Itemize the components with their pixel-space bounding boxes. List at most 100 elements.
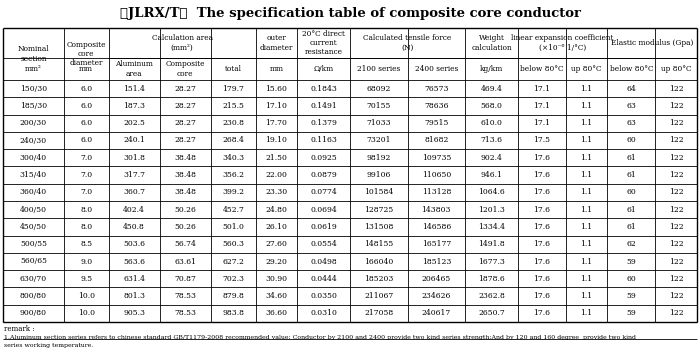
Text: 2400 series: 2400 series (414, 65, 458, 73)
Text: 70155: 70155 (367, 102, 391, 110)
Text: 17.1: 17.1 (533, 85, 550, 93)
Text: 17.6: 17.6 (533, 206, 550, 213)
Text: 1.1: 1.1 (580, 171, 593, 179)
Text: 17.6: 17.6 (533, 292, 550, 300)
Text: 1878.6: 1878.6 (478, 275, 505, 283)
Text: 17.6: 17.6 (533, 171, 550, 179)
Text: 879.8: 879.8 (223, 292, 244, 300)
Text: 60: 60 (626, 136, 636, 144)
Text: 166040: 166040 (364, 257, 393, 265)
Text: 1.1: 1.1 (580, 85, 593, 93)
Text: Calculated tensile force
(N): Calculated tensile force (N) (363, 35, 452, 51)
Text: below 80°C: below 80°C (520, 65, 564, 73)
Text: 71033: 71033 (367, 119, 391, 127)
Text: 902.4: 902.4 (481, 154, 503, 162)
Text: 17.6: 17.6 (533, 240, 550, 248)
Text: 713.6: 713.6 (480, 136, 503, 144)
Text: 17.10: 17.10 (265, 102, 288, 110)
Text: 60: 60 (626, 188, 636, 196)
Text: 1.1: 1.1 (580, 240, 593, 248)
Text: 62: 62 (626, 240, 636, 248)
Text: 60: 60 (626, 275, 636, 283)
Text: 38.48: 38.48 (174, 154, 196, 162)
Text: 59: 59 (626, 309, 636, 318)
Text: up 80°C: up 80°C (661, 65, 692, 73)
Text: mm²: mm² (25, 65, 42, 73)
Text: 150/30: 150/30 (20, 85, 47, 93)
Text: 340.3: 340.3 (222, 154, 244, 162)
Text: 28.27: 28.27 (174, 102, 196, 110)
Text: 627.2: 627.2 (223, 257, 244, 265)
Text: 450/50: 450/50 (20, 223, 47, 231)
Text: 0.0444: 0.0444 (310, 275, 337, 283)
Text: 7.0: 7.0 (80, 171, 92, 179)
Text: 900/80: 900/80 (20, 309, 47, 318)
Text: 301.8: 301.8 (123, 154, 145, 162)
Text: outer
diameter: outer diameter (260, 35, 293, 51)
Text: 1.1: 1.1 (580, 309, 593, 318)
Text: 1.1: 1.1 (580, 292, 593, 300)
Text: 1334.4: 1334.4 (478, 223, 505, 231)
Text: 6.0: 6.0 (80, 85, 92, 93)
Text: 17.6: 17.6 (533, 223, 550, 231)
Text: 68092: 68092 (367, 85, 391, 93)
Text: kg/km: kg/km (480, 65, 503, 73)
Text: 50.26: 50.26 (174, 206, 196, 213)
Text: 148155: 148155 (364, 240, 393, 248)
Text: 122: 122 (669, 154, 683, 162)
Text: Ω/km: Ω/km (314, 65, 334, 73)
Text: 99106: 99106 (367, 171, 391, 179)
Text: 122: 122 (669, 240, 683, 248)
Text: 185/30: 185/30 (20, 102, 47, 110)
Text: 26.10: 26.10 (265, 223, 288, 231)
Text: 7.0: 7.0 (80, 154, 92, 162)
Text: 0.0774: 0.0774 (310, 188, 337, 196)
Text: 17.1: 17.1 (533, 119, 550, 127)
Text: 22.00: 22.00 (265, 171, 288, 179)
Text: 240.1: 240.1 (123, 136, 145, 144)
Text: 503.6: 503.6 (123, 240, 145, 248)
Text: 1.1: 1.1 (580, 188, 593, 196)
Text: 905.3: 905.3 (123, 309, 145, 318)
Text: 983.8: 983.8 (223, 309, 244, 318)
Text: 610.0: 610.0 (481, 119, 503, 127)
Text: 230.8: 230.8 (223, 119, 244, 127)
Text: 360.7: 360.7 (123, 188, 145, 196)
Text: 122: 122 (669, 171, 683, 179)
Text: 17.1: 17.1 (533, 102, 550, 110)
Text: 113128: 113128 (421, 188, 451, 196)
Text: 179.7: 179.7 (223, 85, 244, 93)
Text: 146586: 146586 (421, 223, 451, 231)
Text: 9.5: 9.5 (80, 275, 92, 283)
Text: 79515: 79515 (424, 119, 449, 127)
Text: series working temperature.: series working temperature. (4, 343, 93, 348)
Text: 28.27: 28.27 (174, 136, 196, 144)
Text: 560.3: 560.3 (223, 240, 244, 248)
Text: 17.5: 17.5 (533, 136, 550, 144)
Text: 70.87: 70.87 (174, 275, 196, 283)
Text: 17.6: 17.6 (533, 154, 550, 162)
Text: 0.0498: 0.0498 (310, 257, 337, 265)
Text: 19.10: 19.10 (265, 136, 288, 144)
Text: 76573: 76573 (424, 85, 449, 93)
Text: 122: 122 (669, 119, 683, 127)
Text: 36.60: 36.60 (265, 309, 288, 318)
Text: 450.8: 450.8 (123, 223, 145, 231)
Text: 17.6: 17.6 (533, 257, 550, 265)
Text: 215.5: 215.5 (223, 102, 244, 110)
Text: 560/65: 560/65 (20, 257, 47, 265)
Text: 801.3: 801.3 (123, 292, 145, 300)
Text: 122: 122 (669, 223, 683, 231)
Text: 234626: 234626 (421, 292, 451, 300)
Text: 27.60: 27.60 (265, 240, 288, 248)
Text: 128725: 128725 (364, 206, 393, 213)
Text: 122: 122 (669, 206, 683, 213)
Text: 81682: 81682 (424, 136, 449, 144)
Text: 122: 122 (669, 102, 683, 110)
Text: 0.0879: 0.0879 (310, 171, 337, 179)
Text: 38.48: 38.48 (174, 188, 196, 196)
Text: 17.70: 17.70 (265, 119, 288, 127)
Text: 202.5: 202.5 (123, 119, 145, 127)
Text: 1.1: 1.1 (580, 206, 593, 213)
Text: 630/70: 630/70 (20, 275, 47, 283)
